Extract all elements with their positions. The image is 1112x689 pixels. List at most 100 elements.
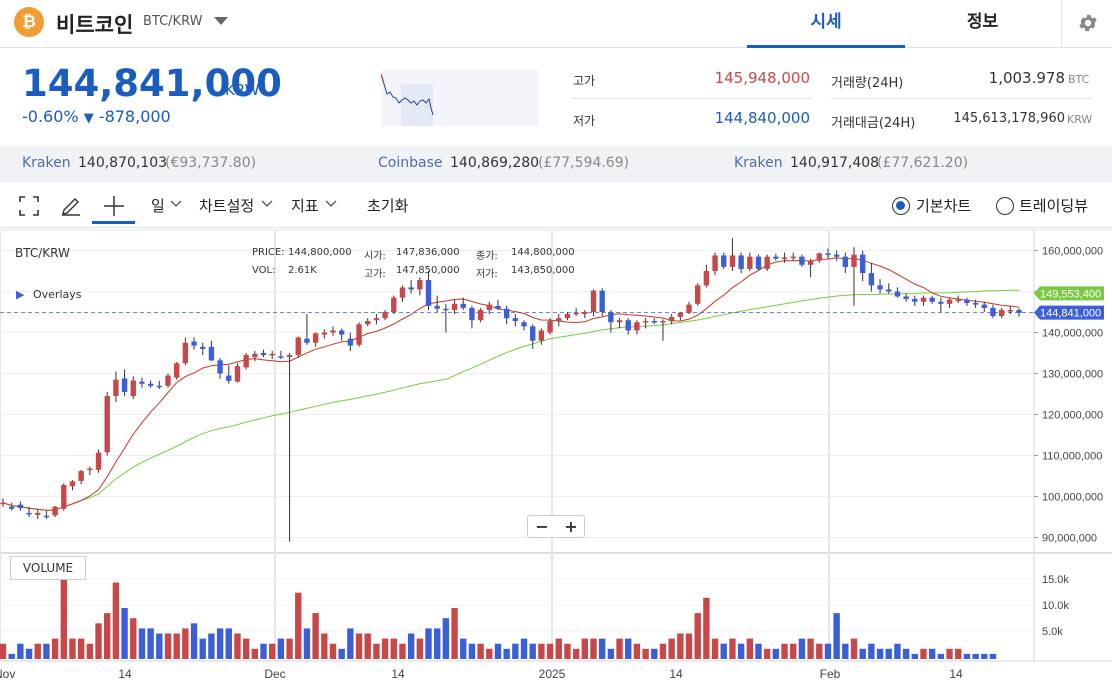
current-price: 144,841,000	[22, 62, 282, 105]
volume-label: 거래량(24H)	[831, 76, 904, 91]
candle-up	[243, 355, 249, 368]
volume-bar	[642, 648, 649, 659]
zoom-in-button[interactable]: +	[564, 517, 578, 536]
zoom-controls: − +	[527, 515, 585, 538]
radio-trading-view[interactable]	[996, 197, 1014, 215]
volume-bar	[156, 633, 163, 659]
chart-settings-menu[interactable]: 차트설정	[199, 197, 255, 215]
candle-down	[8, 506, 15, 509]
pencil-icon[interactable]	[60, 195, 82, 217]
candle-up	[955, 299, 961, 302]
gear-icon	[1079, 14, 1097, 32]
volume-bar	[199, 638, 206, 659]
legend-close: 144,800,000	[511, 247, 575, 258]
volume-bar	[833, 613, 840, 659]
volume-bar	[590, 638, 597, 659]
coin-pair: BTC/KRW	[143, 14, 203, 29]
candle-down	[43, 515, 50, 518]
exchange-name[interactable]: Kraken	[22, 155, 71, 171]
volume-bar	[633, 643, 641, 659]
candle-up	[1007, 309, 1014, 312]
exchange-name[interactable]: Kraken	[734, 155, 783, 171]
volume-bar	[703, 597, 710, 659]
volume-bar	[112, 582, 120, 659]
play-icon[interactable]: ▶	[16, 288, 25, 301]
volume-bar	[572, 648, 580, 659]
volume-bar	[51, 638, 59, 659]
legend-price-label: PRICE:	[252, 247, 285, 258]
volume-bar	[546, 643, 554, 659]
candle-down	[495, 305, 501, 309]
volume-bar	[842, 643, 849, 659]
volume-bar	[399, 643, 406, 659]
zoom-out-button[interactable]: −	[535, 517, 549, 536]
candle-down	[651, 321, 657, 323]
volume-bar	[34, 643, 41, 659]
candle-up	[417, 280, 423, 290]
volume-tick-label: 5.0k	[1042, 626, 1063, 638]
overlays-toggle[interactable]: Overlays	[33, 288, 82, 301]
candle-down	[721, 255, 727, 267]
basic-chart-label[interactable]: 기본차트	[916, 197, 972, 215]
price-chart[interactable]: 160,000,000150,000,000140,000,000130,000…	[0, 228, 1112, 689]
chevron-down-icon[interactable]	[214, 17, 228, 25]
volume-bar	[772, 648, 780, 659]
volume-bar	[277, 638, 285, 659]
volume-bar	[329, 643, 337, 659]
volume-bar	[729, 638, 736, 659]
candle-up	[0, 502, 6, 505]
radio-basic-chart[interactable]	[892, 197, 910, 215]
tab-info[interactable]: 정보	[966, 12, 999, 32]
candle-up	[69, 481, 76, 487]
chevron-down-icon[interactable]	[170, 200, 182, 208]
chevron-down-icon[interactable]	[325, 200, 337, 208]
reset-button[interactable]: 초기화	[367, 197, 409, 215]
volume-bar	[955, 648, 962, 659]
candle-down	[964, 299, 970, 303]
legend-low: 143,850,000	[511, 265, 575, 276]
candle-up	[582, 312, 588, 315]
candle-up	[391, 297, 397, 312]
fullscreen-icon[interactable]	[19, 196, 39, 216]
exchange-name[interactable]: Coinbase	[378, 155, 443, 171]
candle-up	[790, 256, 796, 259]
trading-view-label[interactable]: 트레이딩뷰	[1019, 197, 1089, 215]
volume-bar	[242, 638, 250, 659]
volume-bar	[216, 628, 224, 659]
tab-price[interactable]: 시세	[747, 0, 905, 48]
indicators-menu[interactable]: 지표	[291, 197, 319, 215]
amount-label: 거래대금(24H)	[831, 116, 916, 131]
volume-bar	[972, 653, 979, 659]
chevron-down-icon[interactable]	[261, 200, 273, 208]
candle-up	[104, 396, 110, 453]
volume-panel-label: VOLUME	[10, 556, 86, 580]
divider	[571, 98, 811, 99]
volume-bar	[251, 648, 259, 659]
candle-down	[503, 308, 510, 319]
candle-down	[981, 304, 987, 308]
settings-button[interactable]	[1061, 0, 1112, 48]
volume-bar	[442, 618, 450, 659]
volume-bar	[486, 648, 493, 659]
y-tick-label: 90,000,000	[1042, 533, 1097, 545]
volume-bar	[86, 643, 94, 659]
legend-vol-label: VOL:	[252, 265, 276, 276]
candle-down	[139, 381, 145, 384]
candle-down	[226, 375, 232, 381]
down-arrow-icon: ▼	[83, 111, 94, 126]
volume-bar	[173, 633, 180, 659]
volume-bar	[659, 643, 667, 659]
y-tick-label: 120,000,000	[1042, 410, 1103, 422]
legend-low-label: 저가:	[476, 269, 498, 280]
interval-select[interactable]: 일	[151, 197, 165, 215]
candle-down	[191, 341, 197, 346]
volume-bar	[824, 643, 832, 659]
candle-up	[130, 380, 136, 397]
volume-bar	[937, 653, 945, 659]
crosshair-icon[interactable]	[103, 195, 125, 217]
y-tick-label: 110,000,000	[1042, 451, 1102, 463]
candle-down	[990, 307, 996, 317]
volume-bar	[468, 643, 476, 659]
x-tick-label: 14	[391, 667, 405, 681]
